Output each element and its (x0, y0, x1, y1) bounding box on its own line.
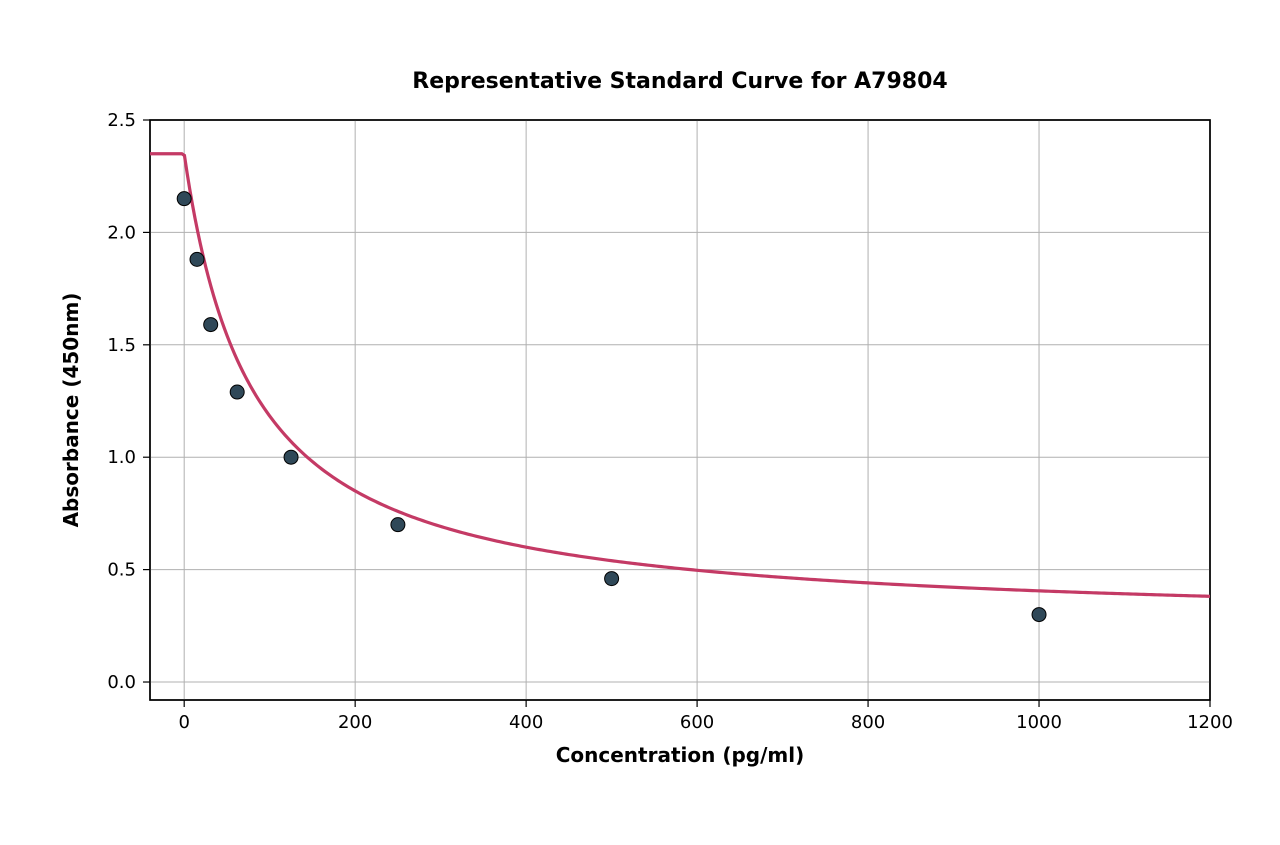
y-axis-label: Absorbance (450nm) (59, 293, 83, 528)
xtick-label: 1000 (1016, 712, 1062, 733)
data-point (177, 192, 191, 206)
x-axis-label: Concentration (pg/ml) (556, 743, 805, 767)
ytick-label: 1.5 (107, 335, 136, 356)
chart-title: Representative Standard Curve for A79804 (412, 69, 947, 94)
ytick-label: 2.0 (107, 222, 136, 243)
data-point (284, 450, 298, 464)
xtick-label: 200 (338, 712, 372, 733)
data-point (190, 252, 204, 266)
data-point (204, 318, 218, 332)
xtick-label: 600 (680, 712, 714, 733)
xtick-label: 0 (178, 712, 189, 733)
data-point (230, 385, 244, 399)
xtick-label: 1200 (1187, 712, 1233, 733)
xtick-label: 800 (851, 712, 885, 733)
ytick-label: 2.5 (107, 110, 136, 131)
ytick-label: 0.5 (107, 560, 136, 581)
chart-container: 0 200 400 600 800 1000 1200 0.0 0.5 1.0 1.5 2.0 2.5 C… (0, 0, 1280, 845)
data-point (605, 572, 619, 586)
ytick-label: 1.0 (107, 447, 136, 468)
standard-curve-chart: 0 200 400 600 800 1000 1200 0.0 0.5 1.0 1.5 2.0 2.5 C… (0, 0, 1280, 845)
data-point (391, 518, 405, 532)
ytick-label: 0.0 (107, 672, 136, 693)
data-point (1032, 608, 1046, 622)
xtick-label: 400 (509, 712, 543, 733)
